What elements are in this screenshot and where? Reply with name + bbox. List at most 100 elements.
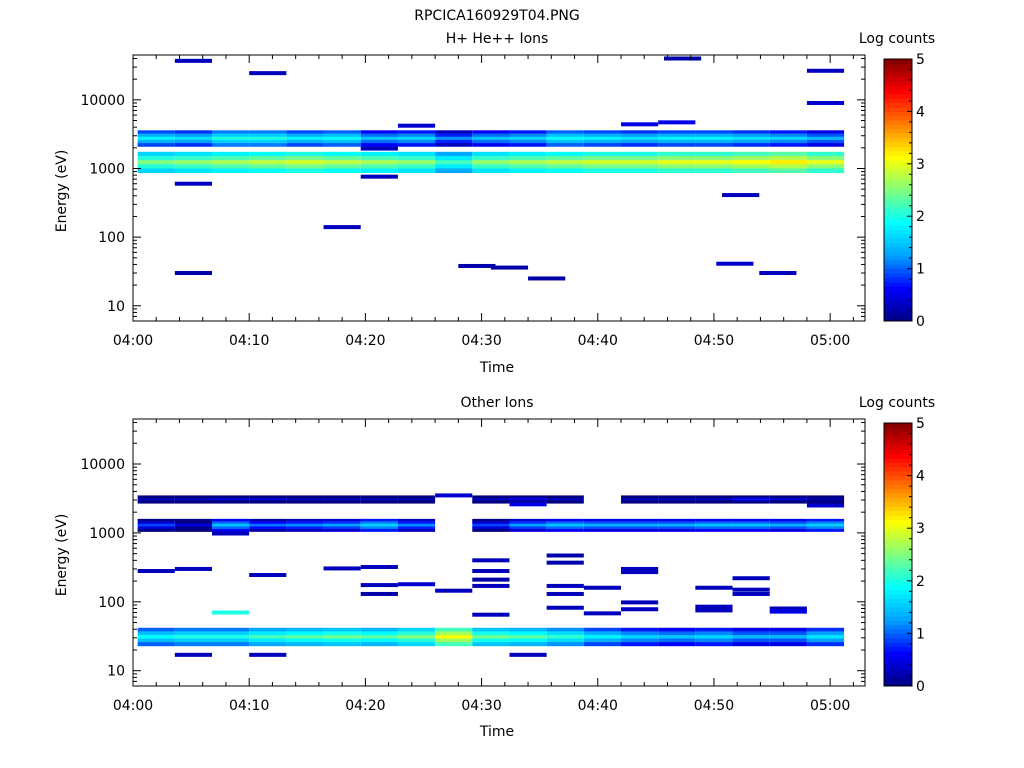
heatmap-cell [658, 501, 696, 504]
heatmap-cell [732, 523, 770, 527]
heatmap-cell [583, 151, 621, 157]
heatmap-cell [472, 631, 510, 636]
heatmap-cell [806, 528, 845, 532]
colorbar-segment [884, 246, 912, 252]
heatmap-cell [323, 638, 361, 643]
heatmap-cell [174, 652, 213, 657]
heatmap-cell [759, 271, 797, 276]
colorbar-tick-label: 2 [916, 209, 925, 225]
heatmap-cell [546, 130, 584, 134]
panel-title: Other Ions [460, 395, 533, 411]
heatmap-cell [806, 518, 845, 522]
heatmap-cell [323, 133, 361, 138]
heatmap-cell [769, 136, 807, 141]
panel-h-he-ions: H+ He++ Ions Log counts Time Energy (eV)… [54, 31, 935, 376]
colorbar-segment [884, 63, 912, 69]
heatmap-cell [323, 521, 361, 525]
heatmap-cell [212, 168, 250, 174]
heatmap-cell [286, 526, 324, 530]
colorbar-segment [884, 150, 912, 156]
heatmap-cell [732, 576, 770, 581]
heatmap-cell [435, 155, 473, 161]
colorbar-segment [884, 80, 912, 86]
heatmap-cell [732, 151, 770, 157]
heatmap-cell [583, 136, 621, 141]
heatmap-cell [397, 160, 436, 165]
heatmap-cell [435, 139, 473, 144]
heatmap-cell [323, 225, 361, 230]
heatmap-cell [806, 155, 845, 161]
heatmap-cell [583, 168, 621, 174]
heatmap-cell [546, 553, 584, 558]
heatmap-cell [621, 570, 659, 575]
heatmap-cell [249, 143, 287, 147]
heatmap-cell [360, 565, 398, 570]
heatmap-cell [174, 155, 213, 161]
heatmap-cell [472, 500, 510, 503]
colorbar-segment [884, 493, 912, 499]
colorbar-segment [884, 629, 912, 634]
heatmap-cell [137, 498, 175, 501]
heatmap-cell [212, 143, 250, 147]
heatmap-cell [806, 143, 845, 147]
heatmap-cell [323, 155, 361, 161]
heatmap-cell [732, 638, 770, 643]
heatmap-cell [695, 585, 733, 590]
x-tick-label: 05:00 [810, 333, 850, 349]
heatmap-cell [658, 495, 696, 498]
heatmap-cell [137, 155, 175, 161]
colorbar-segment [884, 251, 912, 256]
heatmap-cell [621, 136, 659, 141]
colorbar-segment [884, 242, 912, 248]
heatmap-cell [621, 122, 659, 127]
heatmap-cell [137, 634, 175, 639]
heatmap-cell [509, 502, 547, 507]
heatmap-cell [435, 638, 473, 643]
heatmap-cell [472, 136, 510, 141]
heatmap-cell [732, 143, 770, 147]
heatmap-cell [546, 642, 584, 647]
heatmap-cell [249, 71, 287, 76]
heatmap-cell [174, 271, 213, 276]
y-axis-label: Energy (eV) [54, 514, 70, 597]
heatmap-cell [472, 526, 510, 530]
heatmap-cell [658, 151, 696, 157]
colorbar-segment [884, 501, 912, 507]
heatmap-cell [435, 133, 473, 138]
heatmap-cell [472, 164, 510, 169]
colorbar-segment [884, 238, 912, 243]
heatmap-cell [174, 638, 213, 643]
heatmap-cell [806, 164, 845, 169]
heatmap-cell [435, 642, 473, 647]
heatmap-cell [435, 168, 473, 174]
heatmap-cell [695, 638, 733, 643]
heatmap-cell [360, 155, 398, 161]
heatmap-cell [528, 276, 566, 281]
heatmap-cell [509, 528, 547, 532]
heatmap-cell [174, 523, 213, 527]
colorbar-segment [884, 554, 912, 560]
x-tick-label: 04:10 [229, 333, 269, 349]
heatmap-cell [583, 155, 621, 161]
heatmap-cell [360, 638, 398, 643]
heatmap-cell [472, 168, 510, 174]
y-tick-label: 1000 [89, 161, 125, 177]
heatmap-cell [663, 56, 702, 61]
heatmap-cell [472, 521, 510, 525]
heatmap-cell [323, 500, 361, 503]
colorbar-segment [884, 168, 912, 174]
heatmap-cell [583, 631, 621, 636]
heatmap-cell [286, 133, 324, 138]
heatmap-cell [769, 526, 807, 530]
colorbar-segment [884, 453, 912, 459]
heatmap-cell [212, 164, 250, 169]
heatmap-cell [212, 155, 250, 161]
x-tick-label: 04:50 [694, 333, 734, 349]
heatmap-cell [546, 528, 584, 532]
heatmap-cell [212, 627, 250, 632]
heatmap-cell [360, 136, 398, 141]
heatmap-cell [137, 526, 175, 530]
heatmap-cell [435, 164, 473, 169]
heatmap-cell [658, 496, 696, 499]
colorbar-tick-label: 3 [916, 157, 925, 173]
